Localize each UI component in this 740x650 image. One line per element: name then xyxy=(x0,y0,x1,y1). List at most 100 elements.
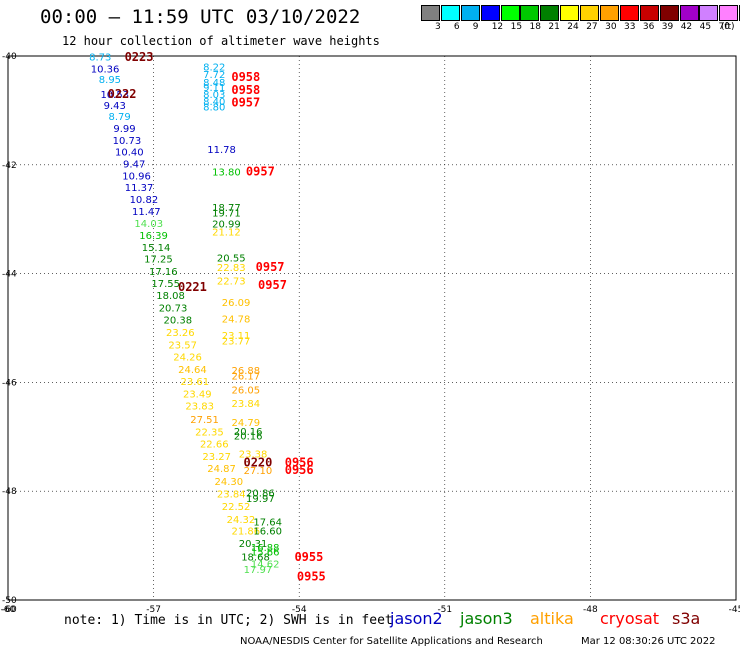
wave-height-label: 19.97 xyxy=(246,494,275,505)
wave-height-label: 9.99 xyxy=(113,124,135,135)
wave-height-label: 22.35 xyxy=(195,428,224,439)
x-tick-label: -45 xyxy=(729,605,740,615)
wave-height-label: 8.79 xyxy=(108,112,130,123)
wave-height-label: 23.38 xyxy=(239,449,268,460)
legend-swatch xyxy=(460,5,480,21)
legend-label: 70 xyxy=(718,22,730,32)
pass-time-label: 0958 xyxy=(231,83,260,97)
legend-swatch xyxy=(520,5,540,21)
wave-height-label: 24.79 xyxy=(231,418,260,429)
legend-swatch xyxy=(440,5,460,21)
pass-time-label: 0957 xyxy=(258,278,287,292)
pass-time-label: 0220 xyxy=(243,456,272,470)
credit-text: NOAA/NESDIS Center for Satellite Applica… xyxy=(240,636,543,647)
wave-height-label: 19.71 xyxy=(212,208,241,219)
wave-height-label: 17.64 xyxy=(253,517,282,528)
wave-height-label: 22.73 xyxy=(217,276,246,287)
wave-height-label: 23.27 xyxy=(202,452,231,463)
legend-label: 18 xyxy=(529,22,541,32)
wave-height-label: 9.43 xyxy=(104,101,126,112)
wave-height-label: 16.39 xyxy=(139,231,168,242)
wave-height-label: 24.64 xyxy=(178,365,207,376)
pass-time-label: 0955 xyxy=(294,550,323,564)
wave-height-label: 24.87 xyxy=(207,464,236,475)
satellite-altika: altika xyxy=(530,609,574,628)
wave-height-label: 14.62 xyxy=(251,559,280,570)
generated-timestamp: Mar 12 08:30:26 UTC 2022 xyxy=(581,636,716,647)
legend-unit: (ft) xyxy=(721,22,735,32)
wave-height-label: 8.95 xyxy=(99,75,121,86)
wave-height-label: 22.52 xyxy=(222,502,251,513)
legend-label: 30 xyxy=(605,22,617,32)
wave-height-label: 22.83 xyxy=(217,263,246,274)
legend-label: 36 xyxy=(642,22,655,32)
wave-height-label: 20.55 xyxy=(217,254,246,265)
pass-time-label: 0957 xyxy=(256,260,285,274)
wave-height-label: 20.16 xyxy=(234,427,263,438)
pass-time-label: 0956 xyxy=(285,463,314,477)
pass-time-label: 0221 xyxy=(178,280,207,294)
wave-height-label: 10.73 xyxy=(113,136,142,147)
wave-height-label: 26.88 xyxy=(231,366,260,377)
wave-height-label: 8.22 xyxy=(203,63,225,74)
wave-height-label: 8.40 xyxy=(203,97,225,108)
y-tick-label: -60 xyxy=(2,605,17,615)
pass-time-label: 0955 xyxy=(297,569,326,583)
plot-frame xyxy=(7,55,737,601)
wave-height-label: 23.26 xyxy=(166,328,195,339)
wave-height-label: 10.36 xyxy=(91,64,120,75)
y-tick-label: -42 xyxy=(2,161,17,171)
legend-swatch xyxy=(639,5,659,21)
wave-height-label: 27.51 xyxy=(190,415,219,426)
pass-time-label: 0957 xyxy=(246,165,275,179)
wave-height-label: 20.16 xyxy=(234,432,263,443)
wave-height-label: 24.26 xyxy=(173,353,202,364)
wave-height-label: 23.83 xyxy=(185,402,214,413)
color-scale-labels: 3 6 9 12 15 18 21 24 27 30 33 36 39 42 45 70 (ft) xyxy=(421,22,740,34)
wave-height-label: 23.11 xyxy=(222,331,251,342)
x-tick-label: -57 xyxy=(146,605,161,615)
wave-height-label: 20.86 xyxy=(246,489,275,500)
wave-height-label: 10.53 xyxy=(100,90,129,101)
pass-time-label: 0957 xyxy=(231,96,260,110)
wave-height-label: 24.32 xyxy=(227,515,256,526)
wave-height-label: 10.82 xyxy=(130,195,159,206)
legend-swatch xyxy=(500,5,520,21)
wave-height-label: 10.96 xyxy=(122,171,151,182)
wave-height-label: 15.66 xyxy=(251,547,280,558)
wave-height-label: 11.37 xyxy=(125,183,154,194)
pass-time-label: 0222 xyxy=(108,87,137,101)
wave-height-label: 8.48 xyxy=(203,78,225,89)
wave-height-label: 8.03 xyxy=(203,90,225,101)
legend-swatch xyxy=(719,5,739,21)
y-tick-label: -44 xyxy=(2,270,17,280)
pass-time-label: 0958 xyxy=(231,70,260,84)
wave-height-label: 26.09 xyxy=(222,298,251,309)
legend-swatch xyxy=(480,5,500,21)
wave-height-label: 23.49 xyxy=(183,390,212,401)
color-scale-legend xyxy=(421,5,740,21)
chart-subtitle: 12 hour collection of altimeter wave hei… xyxy=(62,34,380,48)
legend-swatch xyxy=(540,5,560,21)
wave-height-label: 23.61 xyxy=(181,377,210,388)
legend-label: 3 xyxy=(435,22,441,32)
legend-label: 39 xyxy=(661,22,674,32)
wave-height-label: 16.60 xyxy=(253,527,282,538)
y-tick-label: -50 xyxy=(2,596,17,606)
wave-height-label: 18.68 xyxy=(241,552,270,563)
wave-height-label: 20.99 xyxy=(212,219,241,230)
legend-label: 9 xyxy=(472,22,479,32)
wave-height-label: 20.38 xyxy=(164,316,193,327)
wave-height-label: 8.80 xyxy=(203,102,225,113)
legend-swatch xyxy=(600,5,620,21)
wave-height-label: 17.16 xyxy=(149,267,178,278)
wave-height-label: 16.88 xyxy=(251,543,280,554)
legend-swatch xyxy=(619,5,639,21)
legend-label: 33 xyxy=(624,22,636,32)
wave-height-label: 22.66 xyxy=(200,440,229,451)
legend-swatch xyxy=(699,5,719,21)
legend-swatch xyxy=(421,5,440,21)
wave-height-label: 21.86 xyxy=(231,527,260,538)
wave-height-label: 23.84 xyxy=(217,490,246,501)
